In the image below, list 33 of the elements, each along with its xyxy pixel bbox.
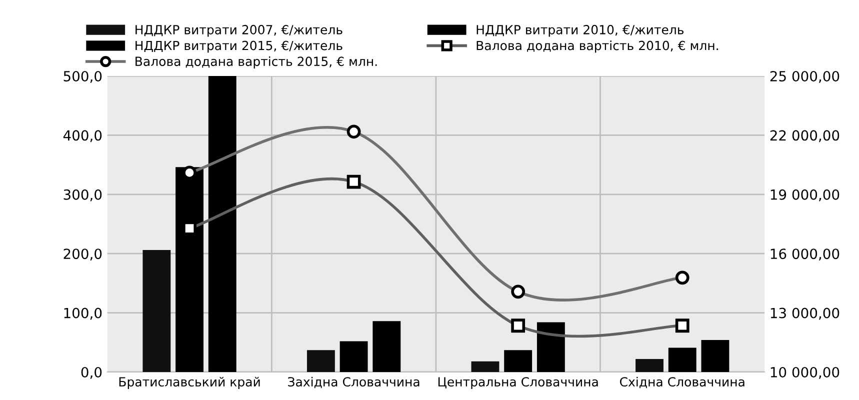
legend-label: НДДКР витрати 2015, €/житель [136, 40, 342, 53]
x-tick-label: Східна Словаччина [620, 376, 744, 388]
bar [668, 348, 696, 372]
bar [636, 358, 664, 372]
bar [306, 350, 335, 372]
y-tick-label: 500,0 [64, 70, 102, 83]
y2-tick-label: 16 000,00 [770, 248, 840, 260]
y2-tick-label: 22 000,00 [770, 130, 840, 142]
legend-label: НДДКР витрати 2007, €/житель [136, 24, 342, 37]
legend-label: Валова додана вартість 2010, € млн. [476, 40, 718, 53]
y-tick-label: 200,0 [64, 248, 102, 260]
bar [208, 76, 236, 372]
y-tick-label: 300,0 [64, 189, 102, 202]
legend-label: НДДКР витрати 2010, €/житель [476, 24, 684, 37]
y-tick-label: 0,0 [81, 366, 102, 379]
bar [340, 341, 368, 372]
bar [372, 321, 401, 372]
x-tick-label: Братиславський край [119, 376, 260, 389]
y2-tick-label: 25 000,00 [770, 70, 840, 83]
bar [536, 322, 565, 372]
x-tick-label: Західна Словаччина [288, 376, 420, 388]
y2-tick-label: 10 000,00 [770, 366, 840, 379]
bar [142, 250, 171, 372]
legend-label: Валова додана вартість 2015, € млн. [136, 56, 377, 68]
bar [701, 340, 730, 372]
y2-tick-label: 13 000,00 [770, 308, 840, 320]
bar [504, 350, 532, 372]
y-tick-label: 100,0 [64, 308, 102, 320]
y-tick-label: 400,0 [63, 130, 102, 142]
x-tick-label: Центральна Словаччина [438, 377, 598, 389]
y2-tick-label: 19 000,00 [770, 189, 840, 202]
bar [176, 167, 204, 372]
bar [471, 361, 500, 372]
